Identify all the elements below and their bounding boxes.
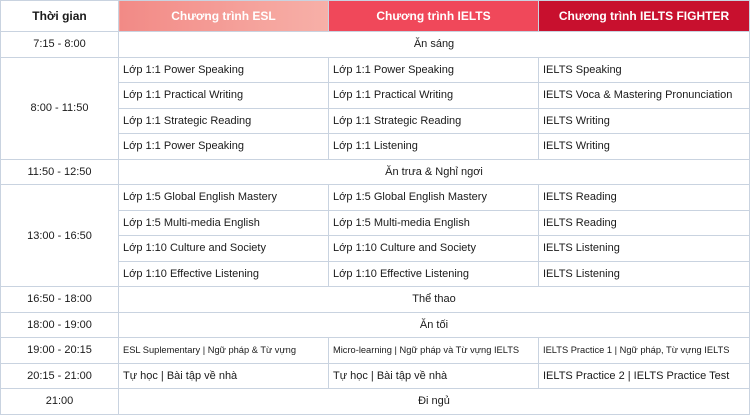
activity-cell: Ăn sáng — [118, 31, 750, 58]
lesson-cell: Lớp 1:5 Multi-media English — [118, 209, 329, 236]
activity-cell: Ăn tối — [118, 311, 750, 338]
table-row: Lớp 1:1 Practical Writing Lớp 1:1 Practic… — [1, 82, 750, 109]
table-row: Lớp 1:1 Power Speaking Lớp 1:1 Listening I… — [1, 133, 750, 160]
lesson-cell: Lớp 1:1 Practical Writing — [118, 82, 329, 109]
lesson-cell: IELTS Reading — [538, 209, 750, 236]
lesson-cell: Tự học | Bài tập về nhà — [328, 362, 539, 389]
lesson-cell: Lớp 1:1 Strategic Reading — [118, 107, 329, 134]
time-cell: 7:15 - 8:00 — [0, 31, 119, 58]
lesson-cell: IELTS Listening — [538, 235, 750, 262]
lesson-cell: IELTS Writing — [538, 107, 750, 134]
column-header: Chương trình IELTS — [328, 0, 539, 32]
time-cell: 13:00 - 16:50 — [0, 184, 119, 287]
lesson-cell: IELTS Listening — [538, 260, 750, 287]
table-row: 18:00 - 19:00 Ăn tối — [0, 311, 750, 338]
lesson-cell: Lớp 1:1 Listening — [328, 133, 539, 160]
table-row: Lớp 1:10 Culture and Society Lớp 1:10 Cul… — [1, 235, 750, 262]
time-cell: 19:00 - 20:15 — [0, 337, 119, 364]
time-cell: 11:50 - 12:50 — [0, 158, 119, 185]
lesson-cell: Lớp 1:1 Power Speaking — [328, 56, 539, 83]
table-row: 11:50 - 12:50 Ăn trưa & Nghỉ ngơi — [0, 158, 750, 185]
header-row: Thời gian Chương trình ESL Chương trình IE… — [0, 0, 750, 32]
lesson-cell: IELTS Voca & Mastering Pronunciation — [538, 82, 750, 109]
time-cell: 16:50 - 18:00 — [0, 286, 119, 313]
lesson-cell: IELTS Writing — [538, 133, 750, 160]
table-body: 7:15 - 8:00 Ăn sáng 8:00 - 11:50 Lớp 1:1 Po… — [0, 31, 750, 415]
column-header: Thời gian — [0, 0, 119, 32]
lesson-cell: Micro-learning | Ngữ pháp và Từ vựng IEL… — [328, 337, 539, 364]
lesson-cell: ESL Suplementary | Ngữ pháp & Từ vựng — [118, 337, 329, 364]
lesson-cell: Lớp 1:1 Strategic Reading — [328, 107, 539, 134]
lesson-cell: IELTS Practice 2 | IELTS Practice Test — [538, 362, 750, 389]
lesson-cell: Lớp 1:5 Global English Mastery — [118, 184, 329, 211]
lesson-cell: Lớp 1:5 Global English Mastery — [328, 184, 539, 211]
lesson-cell: Lớp 1:1 Power Speaking — [118, 56, 329, 83]
lesson-cell: Lớp 1:5 Multi-media English — [328, 209, 539, 236]
table-row: 7:15 - 8:00 Ăn sáng — [0, 31, 750, 58]
column-header: Chương trình ESL — [118, 0, 329, 32]
time-cell: 21:00 — [0, 388, 119, 415]
time-cell: 8:00 - 11:50 — [0, 56, 119, 160]
table-row: 21:00 Đi ngủ — [0, 388, 750, 415]
table-row: Lớp 1:1 Strategic Reading Lớp 1:1 Strateg… — [1, 107, 750, 134]
lesson-cell: IELTS Speaking — [538, 56, 750, 83]
lesson-cell: Lớp 1:10 Culture and Society — [328, 235, 539, 262]
table-row: 19:00 - 20:15 ESL Suplementary | Ngữ pháp… — [0, 337, 750, 364]
table-row: Lớp 1:10 Effective Listening Lớp 1:10 Eff… — [1, 260, 750, 287]
table-row: 8:00 - 11:50 Lớp 1:1 Power Speaking Lớp 1:… — [0, 56, 750, 160]
activity-cell: Thể thao — [118, 286, 750, 313]
lesson-cell: Lớp 1:1 Practical Writing — [328, 82, 539, 109]
lesson-cell: Lớp 1:10 Effective Listening — [118, 260, 329, 287]
lesson-cell: Lớp 1:10 Culture and Society — [118, 235, 329, 262]
table-row: Lớp 1:5 Multi-media English Lớp 1:5 Multi… — [1, 209, 750, 236]
lesson-cell: IELTS Practice 1 | Ngữ pháp, Từ vựng IEL… — [538, 337, 750, 364]
time-cell: 20:15 - 21:00 — [0, 362, 119, 389]
time-cell: 18:00 - 19:00 — [0, 311, 119, 338]
table-row: 20:15 - 21:00 Tự học | Bài tập về nhà Tự h… — [0, 362, 750, 389]
lesson-cell: Lớp 1:10 Effective Listening — [328, 260, 539, 287]
lesson-cell: Tự học | Bài tập về nhà — [118, 362, 329, 389]
table-row: 16:50 - 18:00 Thể thao — [0, 286, 750, 313]
activity-cell: Ăn trưa & Nghỉ ngơi — [118, 158, 750, 185]
activity-cell: Đi ngủ — [118, 388, 750, 415]
lesson-cell: IELTS Reading — [538, 184, 750, 211]
column-header: Chương trình IELTS FIGHTER — [538, 0, 750, 32]
lesson-cell: Lớp 1:1 Power Speaking — [118, 133, 329, 160]
table-row: 13:00 - 16:50 Lớp 1:5 Global English Mast… — [0, 184, 750, 287]
